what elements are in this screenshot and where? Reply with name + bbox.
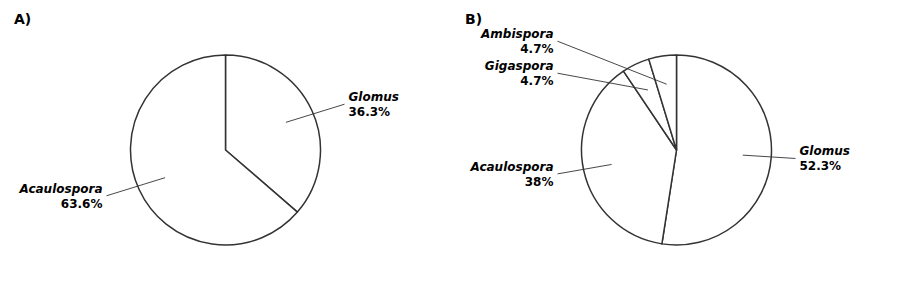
pie-panel: B)Glomus52.3%Acaulospora38%Gigaspora4.7%… — [465, 11, 850, 245]
panel-title: A) — [14, 11, 31, 27]
leader-line — [286, 104, 345, 122]
slice-name: Ambispora — [480, 27, 554, 41]
pie-slice — [662, 55, 772, 245]
pie-slice — [649, 55, 677, 150]
leader-line — [107, 178, 166, 196]
panel-title: B) — [465, 11, 482, 27]
pie-panel: A) Glomus36.3% Acaulospora63.6% — [14, 11, 399, 245]
data-label: 4.7% — [520, 74, 553, 88]
slice-name: Gigaspora — [485, 59, 554, 73]
data-label: 38% — [525, 175, 554, 189]
slice-name: Glomus — [800, 144, 850, 158]
slice-name: Acaulospora — [469, 160, 553, 174]
chart-root: A)Glomus36.3%Acaulospora63.6%B)Glomus52.… — [0, 0, 902, 284]
leader-line — [558, 164, 612, 173]
pie-slice — [131, 55, 298, 245]
data-label: 36.3% — [349, 105, 391, 119]
data-label: 52.3% — [800, 159, 842, 173]
slice-name: Glomus — [349, 90, 399, 104]
data-label: 63.6% — [61, 197, 103, 211]
leader-line — [558, 41, 667, 84]
leader-line — [558, 73, 648, 90]
data-label: 4.7% — [520, 42, 553, 56]
leader-line — [743, 155, 796, 158]
slice-name: Acaulospora — [18, 182, 102, 196]
